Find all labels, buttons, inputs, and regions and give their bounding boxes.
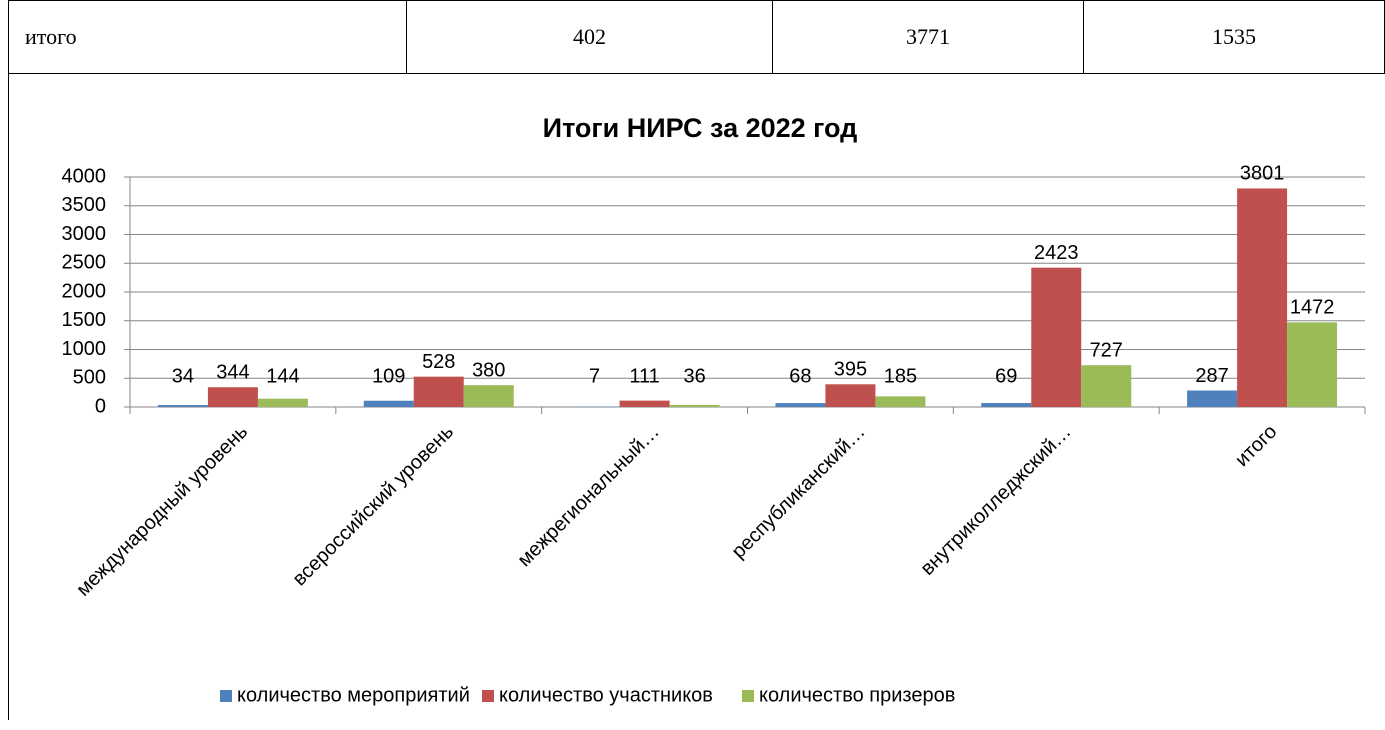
data-label: 3801 [1240, 163, 1285, 185]
y-tick-label: 4000 [62, 165, 107, 187]
y-tick-label: 0 [95, 395, 106, 417]
y-tick-label: 3000 [62, 223, 107, 245]
bar [207, 387, 258, 407]
bar [1031, 267, 1082, 407]
x-tick-label: межрегиональный… [513, 421, 663, 571]
x-tick-label: итого [1231, 421, 1281, 471]
bar [463, 385, 514, 407]
x-tick-label: республиканский… [727, 421, 869, 563]
y-tick-label: 1500 [62, 309, 107, 331]
data-label: 144 [266, 365, 299, 387]
table-cell: итого [8, 0, 407, 74]
table-cell: 402 [406, 0, 773, 74]
legend-label: количество призеров [759, 684, 955, 706]
data-label: 2423 [1034, 242, 1079, 264]
bar [257, 398, 308, 407]
table-row: итого 402 3771 1535 [8, 0, 1385, 74]
bar [1237, 188, 1288, 407]
chart: Итоги НИРС за 2022 год 0 500 1000 1500 2000 2… [8, 73, 1366, 720]
data-label: 528 [422, 351, 455, 373]
data-label: 727 [1090, 339, 1123, 361]
x-tick-label: внутриколледжский… [916, 421, 1075, 580]
bar [363, 400, 414, 407]
y-tick-label: 3500 [62, 194, 107, 216]
y-tick-label: 1000 [62, 338, 107, 360]
data-label: 1472 [1290, 297, 1335, 319]
data-label: 7 [589, 365, 600, 387]
legend-label: количество участников [499, 684, 713, 706]
bar [1187, 390, 1238, 407]
data-label: 395 [834, 359, 867, 381]
data-label: 69 [995, 365, 1017, 387]
table-cell: 3771 [772, 0, 1084, 74]
bar [413, 376, 464, 407]
bar [825, 384, 876, 407]
data-label: 36 [683, 365, 705, 387]
legend-label: количество мероприятий [237, 684, 470, 706]
bar [775, 403, 826, 407]
data-label: 380 [472, 359, 505, 381]
table-cell: 1535 [1083, 0, 1385, 74]
summary-table: итого 402 3771 1535 [8, 0, 1385, 74]
x-tick-label: всероссийский уровень [288, 421, 458, 591]
chart-title: Итоги НИРС за 2022 год [543, 113, 858, 143]
data-label: 34 [172, 365, 194, 387]
legend-marker [220, 690, 232, 702]
data-label: 109 [372, 365, 405, 387]
data-label: 111 [629, 365, 659, 387]
bar [157, 405, 208, 407]
bar [875, 396, 926, 407]
data-label: 287 [1195, 365, 1228, 387]
y-tick-label: 2500 [62, 252, 107, 274]
bar [981, 403, 1032, 407]
bar [619, 400, 670, 407]
bar [1081, 365, 1132, 407]
bar [1287, 322, 1338, 407]
data-label: 68 [789, 365, 811, 387]
data-label: 185 [884, 365, 917, 387]
x-tick-label: международный уровень [72, 421, 252, 601]
data-label: 344 [216, 362, 249, 384]
legend-marker [742, 690, 754, 702]
y-tick-label: 500 [73, 367, 106, 389]
bar [669, 404, 720, 407]
y-tick-label: 2000 [62, 280, 107, 302]
legend-marker [482, 690, 494, 702]
